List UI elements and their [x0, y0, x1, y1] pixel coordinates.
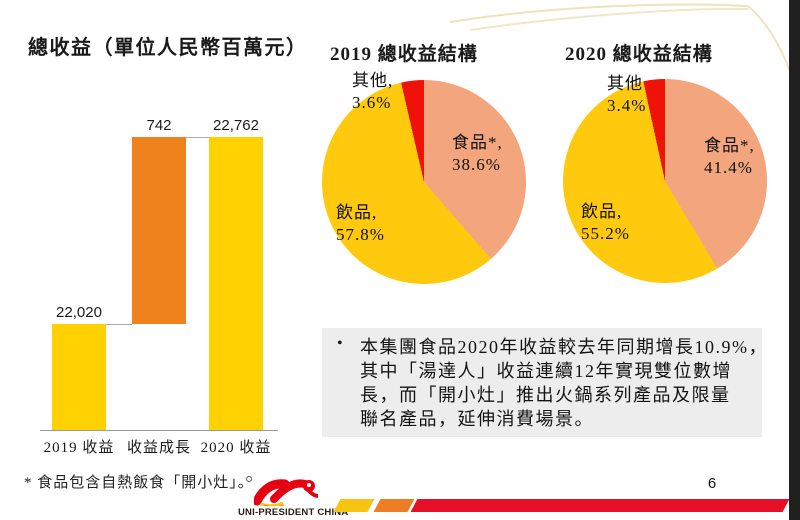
waterfall-connector	[106, 324, 132, 326]
footnote: * 食品包含自熱飯食「開小灶」。	[24, 475, 254, 491]
pie-2019-label-other: 其他, 3.6%	[352, 70, 393, 114]
registered-mark-icon	[246, 476, 252, 482]
bullet-marker: •	[337, 335, 343, 352]
pie-2019-label-food: 食品*, 38.6%	[452, 132, 503, 176]
bullet-text-line: 聯名產品，延伸消費場景。	[360, 409, 594, 429]
bar-category-label: 收益成長	[126, 440, 191, 456]
footer-ribbon-red	[410, 499, 790, 512]
pie-2020-label-other: 其他 3.4%	[607, 73, 646, 117]
page-number: 6	[707, 475, 717, 492]
slice-name: 其他	[607, 74, 643, 93]
bar-value-label: 22,020	[56, 304, 102, 322]
pie-2019-title: 2019 總收益結構	[330, 44, 478, 65]
footer-ribbon-orange	[373, 499, 415, 512]
slice-percent: 38.6%	[452, 155, 501, 174]
bar-value-label: 22,762	[213, 117, 259, 134]
slice-name: 飲品,	[336, 203, 378, 222]
uni-president-logo: UNI-PRESIDENT CHINA	[238, 470, 349, 520]
waterfall-bar-2019 收益	[52, 324, 106, 430]
screen-edge-strip	[789, 0, 800, 520]
x-axis-line	[40, 430, 278, 431]
slice-percent: 3.4%	[607, 96, 647, 115]
page-title: 總收益（單位人民幣百萬元）	[28, 37, 308, 59]
waterfall-bar-2020 收益	[209, 137, 263, 430]
bar-value-label: 742	[146, 117, 172, 134]
pie-2020-label-drink: 飲品, 55.2%	[581, 201, 630, 245]
bar-category-label: 2019 收益	[43, 440, 115, 456]
slice-percent: 41.4%	[704, 158, 753, 177]
waterfall-connector	[186, 137, 209, 138]
slice-name: 食品*,	[452, 133, 503, 152]
bullet-text-line: 其中「湯達人」收益連續12年實現雙位數增	[360, 361, 732, 381]
bar-category-label: 2020 收益	[200, 440, 272, 456]
slice-name: 其他,	[352, 71, 394, 90]
brand-name: UNI-PRESIDENT CHINA	[238, 507, 349, 518]
bullet-text-line: 長，而「開小灶」推出火鍋系列產品及限量	[360, 385, 731, 405]
slice-percent: 3.6%	[352, 93, 392, 112]
footer-ribbon-yellow	[333, 499, 375, 512]
pie-chart-2020	[563, 79, 767, 283]
pie-2020-title: 2020 總收益結構	[565, 44, 713, 65]
slice-percent: 55.2%	[581, 224, 630, 243]
pie-2020-label-food: 食品*, 41.4%	[704, 135, 755, 179]
pie-2019-label-drink: 飲品, 57.8%	[336, 202, 385, 246]
slice-percent: 57.8%	[336, 225, 385, 244]
highlight-text-box: • 本集團食品2020年收益較去年同期增長10.9%， 其中「湯達人」收益連續1…	[322, 328, 768, 437]
bullet-text: 本集團食品2020年收益較去年同期增長10.9%， 其中「湯達人」收益連續12年…	[360, 335, 768, 431]
slice-name: 食品*,	[704, 136, 755, 155]
bullet-text-line: 本集團食品2020年收益較去年同期增長10.9%，	[360, 337, 768, 357]
slice-name: 飲品,	[581, 202, 623, 221]
waterfall-bar-收益成長	[132, 137, 186, 325]
uni-president-bird-icon	[254, 479, 318, 506]
pie-chart-2019	[322, 80, 526, 284]
